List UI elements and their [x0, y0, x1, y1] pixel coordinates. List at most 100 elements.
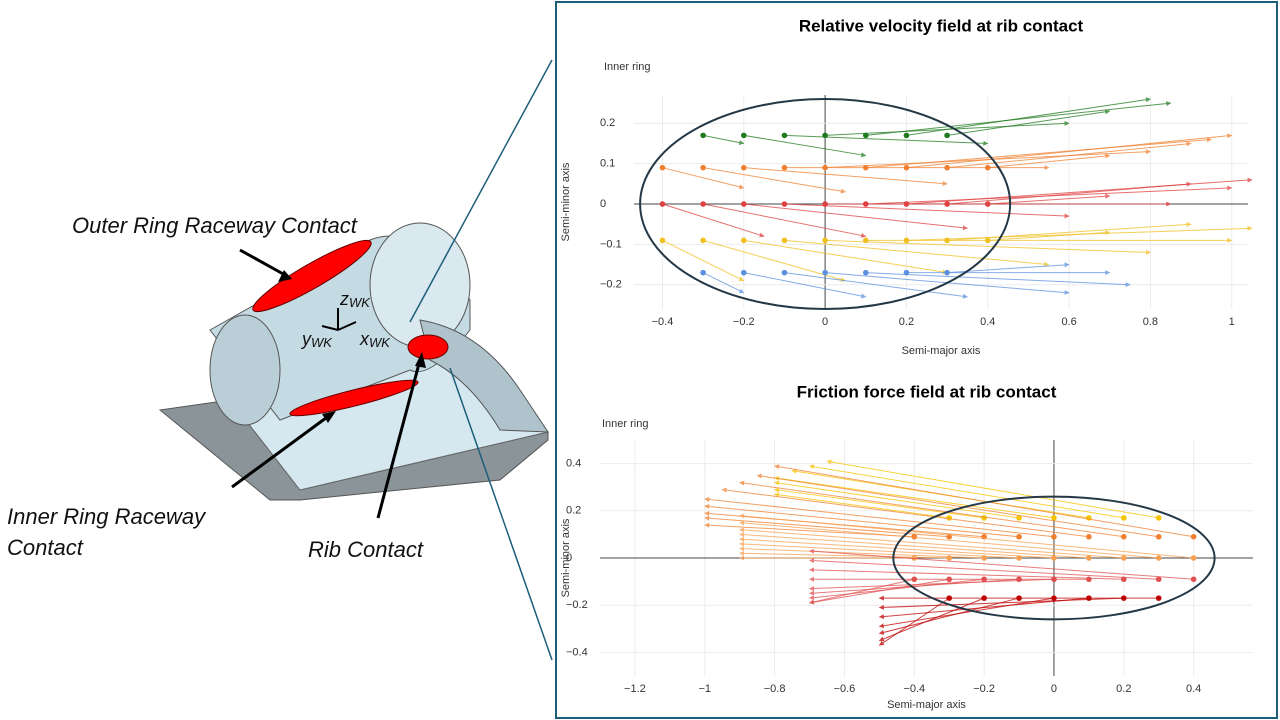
y-tick-label: 0 [600, 198, 606, 210]
pointer-arrow [239, 248, 286, 277]
point [781, 237, 788, 244]
vector [809, 567, 1124, 580]
bearing-drawing: Outer Ring Raceway Contact Inner Ring Ra… [7, 59, 553, 661]
vector [739, 520, 1159, 559]
axis-name: x [359, 329, 370, 349]
x-tick-label: 0 [1051, 683, 1057, 695]
point [700, 164, 706, 171]
point [1086, 595, 1092, 601]
label: Inner Ring Raceway [7, 504, 207, 529]
arrow-head [415, 352, 426, 368]
x-tick-label: 0 [822, 316, 828, 328]
point [1120, 533, 1127, 540]
vector [878, 597, 1020, 635]
point [822, 201, 828, 207]
x-axis-label: Semi-major axis [902, 345, 981, 357]
point [781, 132, 788, 139]
vector [662, 203, 765, 238]
label: Contact [7, 535, 84, 560]
axis-sub: WK [349, 295, 371, 310]
point [903, 237, 910, 244]
point [822, 237, 828, 244]
point [1016, 576, 1022, 583]
point [1086, 533, 1092, 540]
axis-sub: WK [311, 335, 333, 350]
label: Outer Ring Raceway Contact [72, 213, 358, 238]
vector [865, 272, 1131, 288]
vector [809, 464, 1124, 519]
x-tick-label: 0.2 [899, 316, 914, 328]
point [946, 576, 952, 583]
vector [702, 239, 846, 282]
vector [704, 496, 1055, 538]
x-tick-label: −1.2 [624, 683, 646, 695]
point [1155, 515, 1162, 521]
vector [739, 532, 1089, 559]
point [822, 164, 828, 171]
point [984, 164, 991, 171]
point [822, 132, 828, 139]
inner-contact [289, 379, 419, 417]
vector [987, 193, 1111, 205]
point [1016, 533, 1022, 540]
point [862, 201, 869, 207]
point [1190, 533, 1197, 540]
vector [865, 137, 1212, 169]
point [1155, 576, 1162, 583]
vector [703, 134, 745, 146]
vector [743, 167, 948, 186]
axis-label: yWK [300, 329, 333, 351]
point [1120, 576, 1127, 583]
arrow-head [278, 270, 292, 282]
x-tick-label: 0.4 [1186, 683, 1201, 695]
point [740, 237, 747, 244]
point [1190, 576, 1197, 583]
vector [825, 239, 1151, 255]
point [822, 269, 828, 276]
point [903, 269, 910, 276]
point [946, 595, 952, 601]
vector [809, 578, 915, 605]
roller-end [209, 314, 281, 426]
point [781, 269, 788, 276]
vector [703, 203, 867, 238]
vector [809, 548, 1194, 580]
pointer-arrow [376, 359, 422, 519]
label: Rib Contact [308, 537, 424, 562]
point [781, 201, 788, 207]
point [700, 132, 706, 139]
point [1155, 533, 1162, 540]
vector [987, 230, 1111, 241]
point [1051, 595, 1057, 601]
contact-ellipse [639, 98, 1012, 311]
vector [906, 97, 1151, 136]
axis-triad [321, 308, 357, 331]
vector [743, 239, 948, 275]
point [1086, 576, 1092, 583]
rib-contact [407, 334, 449, 360]
vector [662, 239, 745, 282]
point [981, 515, 987, 521]
point [1120, 515, 1127, 521]
vector [739, 536, 1054, 559]
point [862, 132, 869, 139]
x-axis-label: Semi-major axis [887, 699, 966, 711]
vector [987, 153, 1111, 169]
axis-sub: WK [369, 335, 391, 350]
point [1051, 576, 1057, 583]
vector [774, 464, 1194, 538]
outer-contact [252, 239, 372, 313]
vector [743, 134, 867, 158]
point [944, 269, 950, 276]
point [1120, 595, 1127, 601]
point [946, 555, 952, 561]
point [700, 201, 706, 207]
vector [947, 181, 1192, 205]
point [1016, 515, 1022, 521]
vector [702, 272, 745, 294]
point [981, 595, 987, 601]
point [911, 576, 918, 583]
point [1016, 595, 1022, 601]
x-tick-label: 0.4 [980, 316, 995, 328]
point [903, 132, 910, 139]
